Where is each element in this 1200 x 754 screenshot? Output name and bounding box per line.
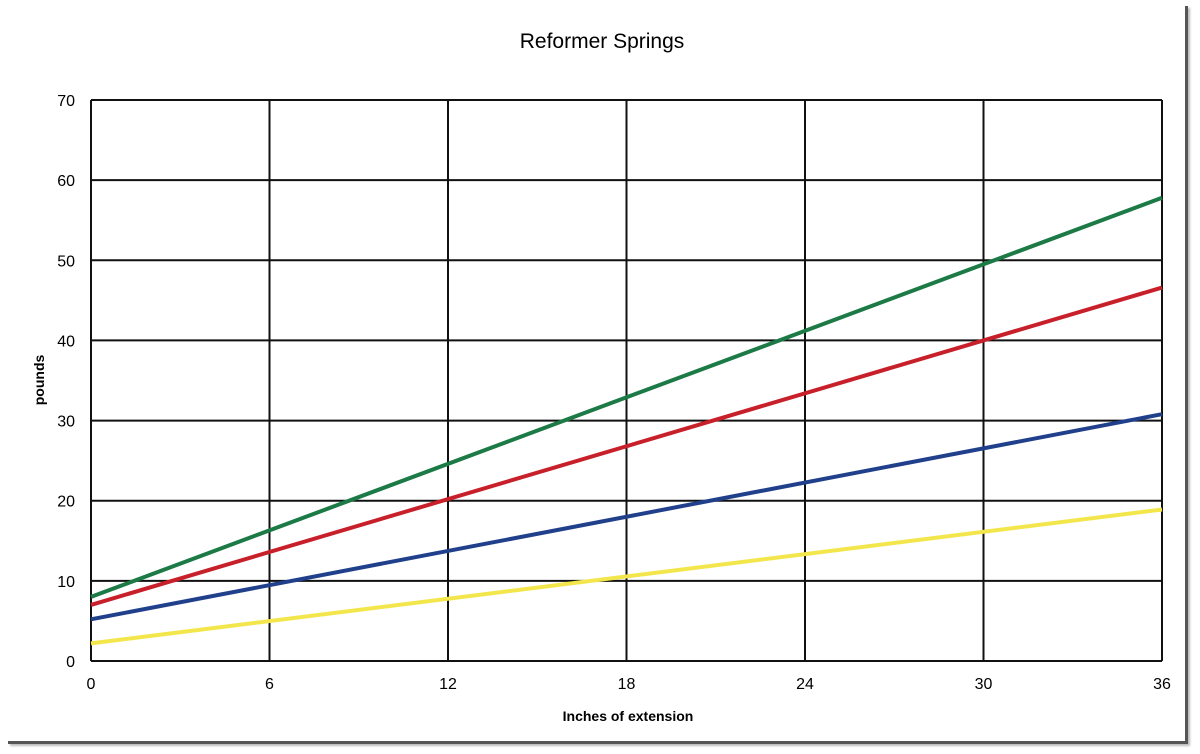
x-tick-label: 30 (975, 676, 993, 693)
y-tick-label: 60 (57, 173, 75, 190)
x-tick-label: 0 (87, 676, 96, 693)
y-tick-label: 10 (57, 574, 75, 591)
y-tick-label: 20 (57, 494, 75, 511)
x-tick-label: 6 (265, 676, 274, 693)
grid-lines (90, 99, 1163, 662)
series-line-blue (90, 412, 1163, 622)
y-tick-label: 70 (57, 93, 75, 110)
y-tick-label: 30 (57, 414, 75, 431)
x-tick-label: 18 (618, 676, 636, 693)
y-tick-label: 50 (57, 253, 75, 270)
x-axis-ticks: 0 6 12 18 24 30 36 (87, 676, 1171, 693)
series-lines (90, 195, 1163, 646)
x-tick-label: 12 (439, 676, 457, 693)
chart-title: Reformer Springs (520, 30, 685, 53)
series-line-yellow (90, 507, 1163, 646)
x-tick-label: 36 (1153, 676, 1171, 693)
y-tick-label: 0 (66, 654, 75, 671)
x-axis-label: Inches of extension (563, 708, 694, 724)
y-tick-label: 40 (57, 333, 75, 350)
chart-frame (8, 6, 1188, 744)
series-line-green (90, 195, 1163, 599)
y-axis-label: pounds (31, 355, 47, 406)
x-tick-label: 24 (796, 676, 814, 693)
y-axis-ticks: 0 10 20 30 40 50 60 70 (57, 93, 75, 671)
series-line-red (90, 285, 1163, 607)
